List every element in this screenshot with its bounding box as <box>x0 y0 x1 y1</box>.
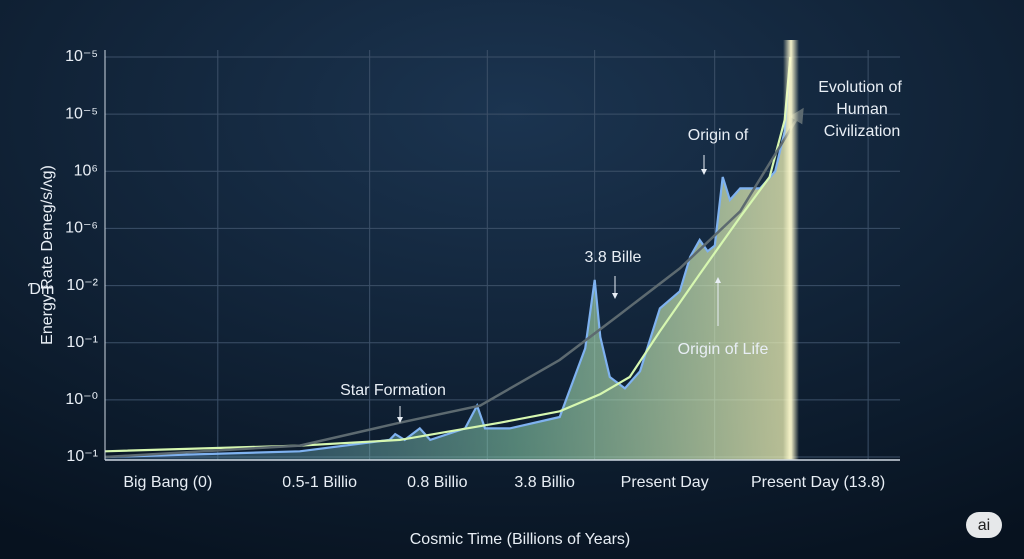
y-tick-label: 10⁻² <box>66 277 98 294</box>
y-tick-label: 10⁻⁰ <box>65 391 98 408</box>
x-tick-label: 0.5-1 Billio <box>282 474 357 491</box>
x-tick-label: 0.8 Billio <box>407 474 468 491</box>
y-tick-label: 10⁻¹ <box>66 448 98 465</box>
light-beam <box>783 40 799 460</box>
badge <box>966 512 1002 538</box>
y-tick-label: 10⁻⁶ <box>65 220 98 237</box>
area <box>105 57 791 460</box>
y-tick-label: 10⁻⁵ <box>65 48 98 65</box>
y-label-prefix: Ɗm <box>28 281 54 298</box>
series-line <box>104 56 792 459</box>
x-tick-label: Present Day <box>621 474 709 491</box>
annotation: Origin of Life <box>678 341 769 358</box>
x-axis-label: Cosmic Time (Billions of Years) <box>410 531 631 548</box>
annotation: Human <box>836 101 888 118</box>
y-tick-label: 10⁻¹ <box>66 334 98 351</box>
badge-text: ai <box>978 517 990 534</box>
annotation: Origin of <box>688 127 749 144</box>
x-tick-label: 3.8 Billio <box>514 474 575 491</box>
annotation: Star Formation <box>340 382 446 399</box>
annotation: Evolution of <box>818 79 902 96</box>
y-axis-label: Energy Rate Deneg/s/ʌg) <box>39 165 56 345</box>
annotation: 3.8 Bille <box>585 249 642 266</box>
x-tick-label: Present Day (13.8) <box>751 474 885 491</box>
series-line <box>104 107 804 459</box>
y-tick-label: 10⁶ <box>74 163 98 180</box>
series-line <box>104 56 792 453</box>
y-tick-label: 10⁻⁵ <box>65 105 98 122</box>
annotation: Civilization <box>824 123 900 140</box>
x-tick-label: Big Bang (0) <box>123 474 212 491</box>
